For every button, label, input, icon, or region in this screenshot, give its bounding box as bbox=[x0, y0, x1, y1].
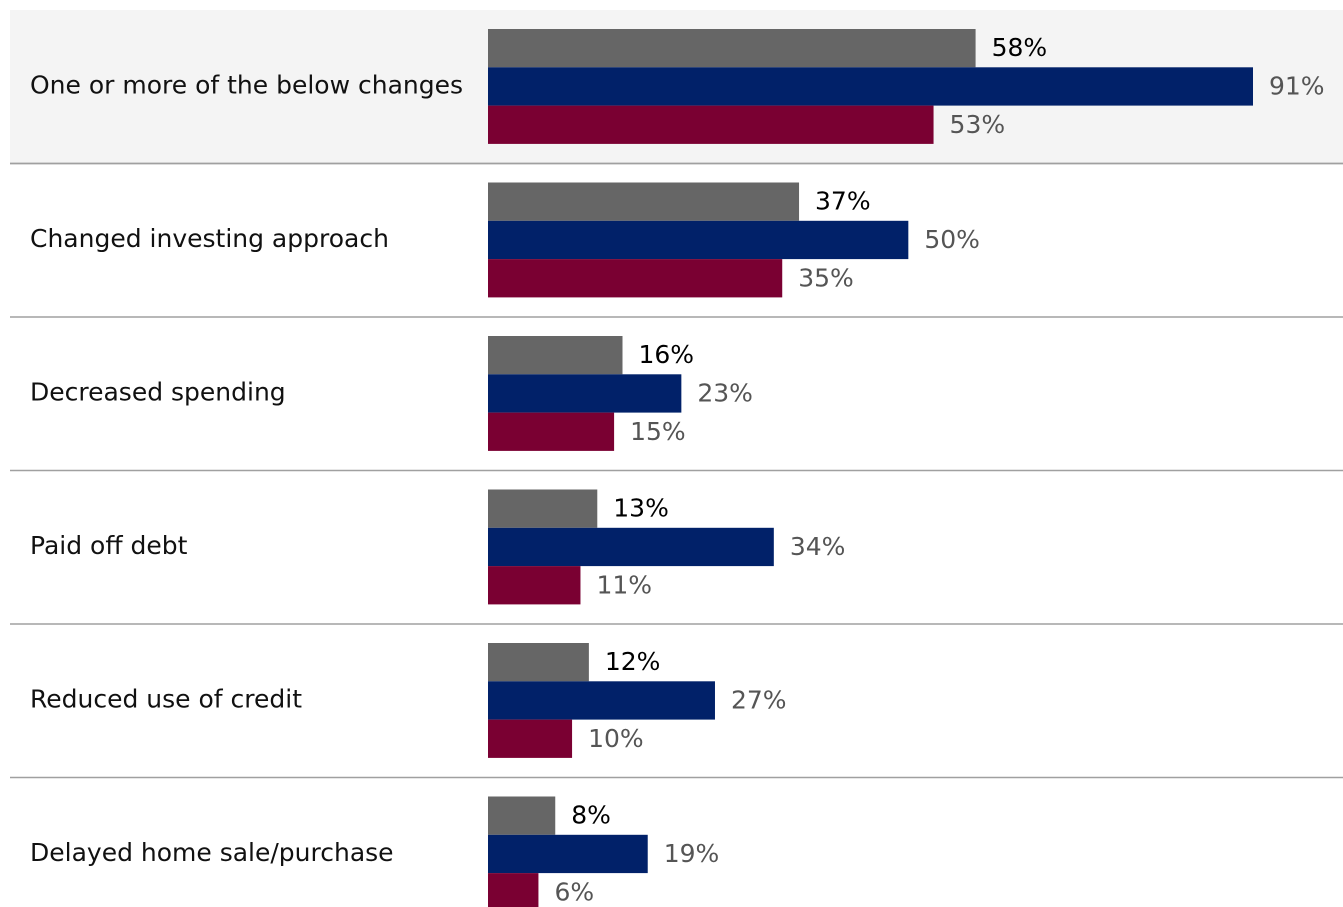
bar bbox=[488, 105, 934, 144]
data-label: 10% bbox=[588, 724, 644, 753]
category-label: One or more of the below changes bbox=[30, 70, 463, 99]
data-label: 6% bbox=[554, 877, 594, 906]
category-label: Paid off debt bbox=[30, 531, 188, 560]
bar bbox=[488, 259, 783, 298]
data-label: 12% bbox=[605, 647, 661, 676]
data-label: 58% bbox=[992, 33, 1048, 62]
bar bbox=[488, 643, 589, 682]
data-label: 27% bbox=[731, 685, 787, 714]
bar bbox=[488, 29, 976, 68]
bar bbox=[488, 412, 615, 451]
data-label: 53% bbox=[950, 110, 1006, 139]
data-label: 50% bbox=[924, 225, 980, 254]
category-label: Reduced use of credit bbox=[30, 684, 302, 713]
data-label: 15% bbox=[630, 417, 686, 446]
bar bbox=[488, 566, 581, 605]
data-label: 16% bbox=[639, 340, 695, 369]
bar bbox=[488, 67, 1253, 106]
data-label: 34% bbox=[790, 532, 846, 561]
data-label: 13% bbox=[613, 494, 669, 523]
bar bbox=[488, 719, 573, 758]
bar bbox=[488, 527, 774, 567]
data-label: 8% bbox=[571, 801, 611, 830]
data-label: 37% bbox=[815, 187, 871, 216]
category-label: Changed investing approach bbox=[30, 224, 389, 253]
category-label: Delayed home sale/purchase bbox=[30, 838, 394, 867]
bar bbox=[488, 489, 598, 528]
bar bbox=[488, 873, 539, 907]
data-label: 11% bbox=[596, 570, 652, 599]
bar bbox=[488, 834, 648, 874]
bar bbox=[488, 182, 800, 221]
bar bbox=[488, 374, 682, 413]
bar bbox=[488, 796, 556, 835]
bar bbox=[488, 336, 623, 375]
data-label: 19% bbox=[664, 839, 720, 868]
data-label: 91% bbox=[1269, 71, 1325, 100]
bar bbox=[488, 220, 909, 260]
data-label: 35% bbox=[798, 263, 854, 292]
category-label: Decreased spending bbox=[30, 377, 286, 406]
bar bbox=[488, 681, 715, 720]
data-label: 23% bbox=[697, 378, 753, 407]
